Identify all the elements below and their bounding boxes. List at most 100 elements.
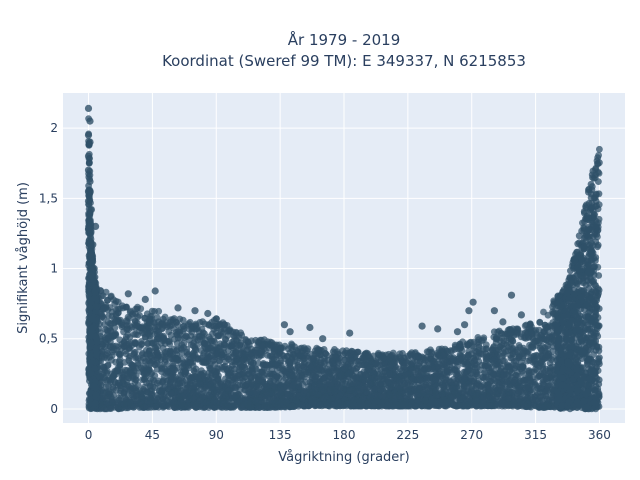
data-point bbox=[318, 386, 325, 394]
data-point bbox=[357, 402, 364, 410]
data-point bbox=[269, 353, 276, 361]
data-point bbox=[147, 359, 155, 367]
data-point bbox=[189, 354, 197, 362]
data-point bbox=[207, 365, 215, 372]
data-point bbox=[307, 363, 315, 371]
data-point bbox=[178, 355, 186, 363]
data-point bbox=[151, 308, 159, 315]
data-point bbox=[218, 328, 226, 336]
data-point bbox=[498, 352, 506, 360]
data-point bbox=[519, 362, 527, 369]
data-point bbox=[220, 349, 228, 356]
data-point bbox=[321, 369, 329, 377]
data-point bbox=[144, 339, 152, 347]
data-point bbox=[535, 372, 543, 380]
data-point bbox=[510, 357, 518, 365]
data-points bbox=[84, 104, 603, 413]
data-point bbox=[104, 334, 112, 342]
data-point bbox=[309, 355, 317, 362]
data-point bbox=[365, 352, 372, 359]
data-point bbox=[247, 374, 255, 381]
data-point bbox=[183, 333, 191, 341]
data-point bbox=[197, 370, 205, 378]
data-point bbox=[471, 361, 479, 368]
data-point bbox=[180, 392, 188, 400]
data-point bbox=[479, 345, 487, 353]
data-point bbox=[527, 377, 534, 385]
data-point bbox=[199, 393, 207, 400]
data-point bbox=[280, 383, 288, 391]
data-point bbox=[168, 389, 175, 397]
data-point bbox=[490, 333, 498, 341]
data-point bbox=[193, 379, 200, 387]
data-point bbox=[378, 376, 386, 383]
data-point bbox=[225, 365, 233, 372]
data-point bbox=[101, 367, 109, 375]
data-point bbox=[484, 364, 492, 372]
data-point bbox=[458, 347, 466, 354]
data-point bbox=[127, 307, 134, 315]
data-point bbox=[532, 360, 539, 368]
data-point bbox=[116, 305, 123, 313]
data-point bbox=[392, 400, 400, 408]
data-point bbox=[255, 376, 262, 384]
data-point bbox=[467, 374, 474, 382]
data-point bbox=[115, 350, 123, 357]
data-point bbox=[263, 361, 271, 369]
data-point bbox=[544, 311, 552, 319]
data-point bbox=[192, 320, 200, 328]
data-point bbox=[134, 359, 142, 367]
data-point bbox=[178, 341, 186, 349]
data-point bbox=[375, 349, 382, 357]
data-point bbox=[224, 403, 232, 411]
data-point bbox=[346, 379, 354, 386]
data-point bbox=[331, 353, 339, 361]
data-point bbox=[153, 348, 161, 356]
data-point bbox=[123, 381, 131, 389]
data-point bbox=[527, 354, 535, 362]
data-point bbox=[446, 378, 454, 386]
data-point bbox=[240, 401, 248, 408]
data-point bbox=[485, 375, 493, 383]
data-point bbox=[164, 347, 172, 355]
data-point bbox=[125, 315, 133, 322]
data-point bbox=[253, 352, 261, 359]
data-point bbox=[440, 383, 448, 391]
data-point bbox=[503, 341, 511, 349]
data-point bbox=[130, 350, 138, 358]
data-point bbox=[392, 366, 400, 374]
data-point bbox=[134, 313, 142, 321]
data-point bbox=[176, 315, 184, 323]
data-point bbox=[337, 372, 345, 379]
data-point bbox=[284, 345, 292, 353]
data-point bbox=[386, 370, 393, 378]
data-point bbox=[150, 319, 158, 326]
data-point bbox=[432, 387, 440, 395]
data-point bbox=[134, 303, 141, 311]
data-point bbox=[260, 371, 268, 378]
data-point bbox=[534, 385, 542, 392]
data-point bbox=[413, 366, 421, 374]
data-point bbox=[449, 385, 457, 392]
data-point bbox=[425, 388, 433, 395]
data-point bbox=[114, 379, 122, 387]
data-point bbox=[220, 398, 228, 405]
data-point bbox=[162, 319, 170, 326]
data-point bbox=[200, 340, 208, 347]
data-point bbox=[231, 393, 238, 401]
data-point bbox=[509, 350, 517, 357]
data-point bbox=[253, 382, 261, 390]
data-point bbox=[468, 388, 476, 396]
data-point bbox=[246, 379, 253, 387]
data-point bbox=[229, 379, 237, 386]
data-point bbox=[503, 378, 511, 386]
data-point bbox=[302, 370, 310, 378]
data-point bbox=[539, 365, 547, 373]
data-point bbox=[515, 387, 523, 395]
data-point bbox=[354, 348, 362, 356]
data-point bbox=[212, 329, 220, 337]
data-point bbox=[127, 360, 134, 367]
data-point bbox=[473, 372, 481, 379]
data-point bbox=[302, 378, 310, 386]
